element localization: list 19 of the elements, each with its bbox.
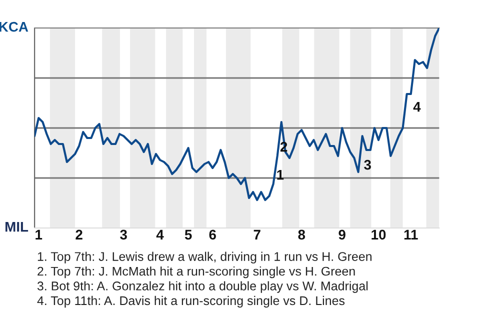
text: 4. Top 11th: A. Davis hit a run-scoring single vs D. Lines [37,296,345,308]
annotation: 1 [277,170,284,180]
x-tick-label: 4 [156,230,164,240]
x-tick-label: 5 [184,230,192,240]
text: 3. Bot 9th: A. Gonzalez hit into a double play vs W. Madrigal [37,281,368,293]
x-tick-label: 9 [338,230,346,240]
annotation: 4 [413,102,421,112]
text: MIL [6,222,28,232]
text: 2. Top 7th: J. McMath hit a run-scoring single vs H. Green [38,266,355,278]
x-tick-label: 6 [209,230,216,240]
x-tick-label: 7 [254,230,260,240]
text: 1. Top 7th: J. Lewis drew a walk, driving in 1 run vs H. Green [38,252,372,264]
x-tick-label: 3 [120,230,127,240]
x-tick-label: 10 [372,230,386,240]
x-tick-label: 2 [76,230,82,240]
annotation: 3 [364,160,371,170]
x-tick-label: 8 [298,230,306,240]
x-tick-label: 11 [404,230,418,240]
x-tick-label: 1 [36,230,42,240]
